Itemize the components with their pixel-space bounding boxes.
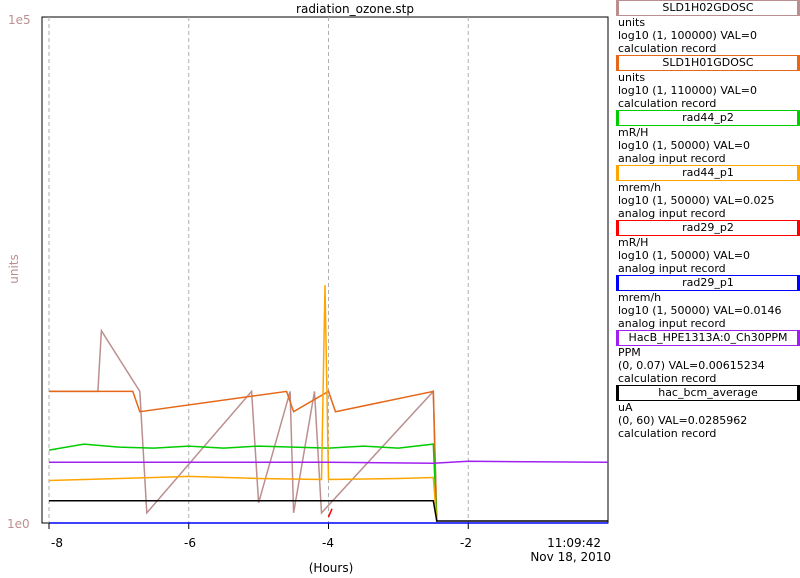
legend-series-name[interactable]: SLD1H01GDOSC: [616, 55, 800, 71]
x-axis-label: (Hours): [308, 561, 354, 575]
legend-series-name[interactable]: rad29_p2: [616, 220, 800, 236]
x-tick-label: -2: [460, 536, 472, 550]
legend-range: (0, 60) VAL=0.0285962: [618, 414, 748, 427]
end-time-label: 11:09:42: [547, 536, 601, 550]
legend-range: log10 (1, 50000) VAL=0.0146: [618, 304, 782, 317]
legend-range: (0, 0.07) VAL=0.00615234: [618, 359, 765, 372]
series-line-rad29-p2: [327, 508, 333, 518]
legend-record-type: calculation record: [618, 42, 717, 55]
legend-range: log10 (1, 50000) VAL=0: [618, 139, 751, 152]
legend-entry[interactable]: SLD1H02GDOSC units log10 (1, 100000) VAL…: [614, 0, 800, 55]
legend-unit: mrem/h: [618, 181, 662, 194]
series-line-rad44-p2: [48, 443, 438, 524]
legend-series-name[interactable]: hac_bcm_average: [616, 385, 800, 401]
end-date-label: Nov 18, 2010: [530, 550, 611, 564]
legend-unit: PPM: [618, 346, 641, 359]
legend-entry[interactable]: SLD1H01GDOSC units log10 (1, 110000) VAL…: [614, 55, 800, 110]
series-line-rad44-p1: [48, 285, 438, 524]
legend-unit: units: [618, 16, 646, 29]
legend-entry[interactable]: HacB_HPE1313A:0_Ch30PPM PPM (0, 0.07) VA…: [614, 330, 800, 385]
x-tick-label: -8: [51, 536, 63, 550]
series-line-sld1h02gdosc: [49, 328, 438, 524]
legend-record-type: analog input record: [618, 317, 726, 330]
legend-unit: units: [618, 71, 646, 84]
legend-series-name[interactable]: HacB_HPE1313A:0_Ch30PPM: [616, 330, 800, 346]
legend-record-type: analog input record: [618, 152, 726, 165]
legend-entry[interactable]: rad29_p1 mrem/h log10 (1, 50000) VAL=0.0…: [614, 275, 800, 330]
legend-entry[interactable]: rad29_p2 mR/H log10 (1, 50000) VAL=0 ana…: [614, 220, 800, 275]
legend-entry[interactable]: hac_bcm_average uA (0, 60) VAL=0.0285962…: [614, 385, 800, 440]
plot-title: radiation_ozone.stp: [296, 2, 414, 16]
legend-series-name[interactable]: rad44_p1: [616, 165, 800, 181]
legend-range: log10 (1, 110000) VAL=0: [618, 84, 758, 97]
y-axis-top-label: 1e5: [8, 13, 31, 27]
legend-range: log10 (1, 50000) VAL=0.025: [618, 194, 775, 207]
legend-series-name[interactable]: rad29_p1: [616, 275, 800, 291]
series-line-hac-bcm-average: [49, 499, 608, 522]
legend-record-type: analog input record: [618, 262, 726, 275]
legend-range: log10 (1, 50000) VAL=0: [618, 249, 751, 262]
series-line-sld1h01gdosc: [49, 390, 438, 524]
legend-series-name[interactable]: rad44_p2: [616, 110, 800, 126]
legend-unit: mrem/h: [618, 291, 662, 304]
legend-range: log10 (1, 100000) VAL=0: [618, 29, 758, 42]
x-tick-label: -6: [184, 536, 196, 550]
legend-panel: SLD1H02GDOSC units log10 (1, 100000) VAL…: [614, 0, 800, 440]
legend-record-type: analog input record: [618, 207, 726, 220]
plot-area[interactable]: [0, 0, 612, 578]
legend-unit: uA: [618, 401, 633, 414]
legend-unit: mR/H: [618, 236, 649, 249]
legend-unit: mR/H: [618, 126, 649, 139]
legend-record-type: calculation record: [618, 97, 717, 110]
x-tick-label: -4: [322, 536, 334, 550]
legend-entry[interactable]: rad44_p2 mR/H log10 (1, 50000) VAL=0 ana…: [614, 110, 800, 165]
legend-record-type: calculation record: [618, 372, 717, 385]
legend-record-type: calculation record: [618, 427, 717, 440]
legend-entry[interactable]: rad44_p1 mrem/h log10 (1, 50000) VAL=0.0…: [614, 165, 800, 220]
series-line-hacb-hpe1313a-0-ch30ppm: [49, 460, 609, 465]
y-axis-bottom-label: 1e0: [7, 517, 30, 531]
legend-series-name[interactable]: SLD1H02GDOSC: [616, 0, 800, 16]
